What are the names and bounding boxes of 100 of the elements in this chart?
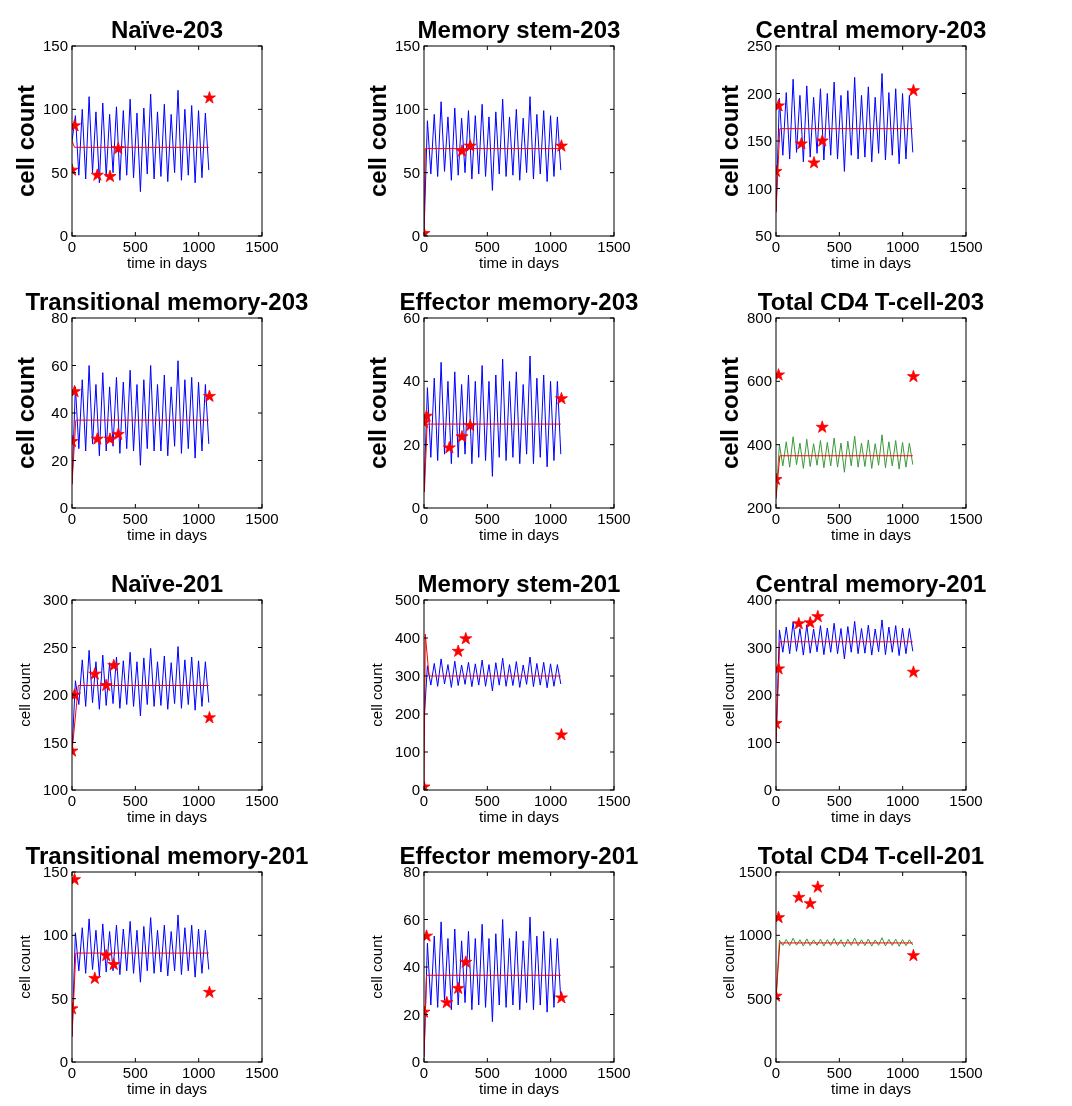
x-tick-label: 1000 [885,238,920,255]
point [203,91,216,104]
point [440,995,454,1009]
point [203,711,216,724]
y-tick-label: 50 [403,163,420,181]
y-tick-label: 600 [746,372,772,390]
point [792,890,806,903]
y-axis-title: cell count [16,662,33,727]
x-tick-label: 1000 [533,238,568,255]
point [103,169,117,182]
point [907,83,920,97]
point [907,665,920,678]
y-tick-label: 150 [42,863,68,880]
x-axis-title: time in days [830,1080,912,1097]
x-axis-title: time in days [830,254,912,271]
x-axis-title: time in days [126,808,208,825]
y-tick-label: 100 [394,743,420,760]
y-axis-title: cell count [716,356,743,470]
y-tick-label: 400 [746,435,772,453]
point [555,139,568,152]
y-tick-label: 80 [403,863,420,880]
point [451,981,465,994]
chart-title: Naïve-201 [110,570,224,597]
y-tick-label: 150 [42,733,68,751]
y-tick-label: 20 [403,435,420,453]
x-tick-label: 1500 [597,238,631,255]
x-tick-label: 1000 [533,792,568,809]
y-tick-label: 300 [394,667,420,684]
x-tick-label: 500 [474,510,500,527]
x-axis-title: time in days [126,1080,208,1097]
y-tick-label: 1000 [738,926,772,944]
point [807,156,821,169]
point [88,667,102,680]
y-tick-label: 40 [403,372,420,390]
x-tick-label: 1000 [181,238,216,255]
point [99,678,113,692]
x-tick-label: 1500 [597,510,631,527]
x-tick-label: 500 [826,1064,852,1081]
x-axis-title: time in days [126,254,208,271]
y-tick-label: 400 [394,629,420,646]
y-axis-title: cell count [368,934,385,999]
y-tick-label: 250 [42,638,68,656]
x-tick-label: 1500 [245,510,279,527]
y-tick-label: 150 [746,132,772,149]
y-axis-title: cell count [12,356,39,470]
point [451,644,465,657]
x-tick-label: 500 [122,792,148,809]
x-axis-title: time in days [830,526,912,543]
x-tick-label: 1500 [245,238,279,255]
point [107,957,121,970]
y-axis-title: cell count [368,662,385,727]
point [803,616,817,629]
x-axis-title: time in days [830,808,912,825]
point [555,991,568,1004]
y-tick-label: 100 [42,926,68,944]
y-tick-label: 0 [411,499,420,516]
y-tick-label: 150 [394,37,420,54]
y-tick-label: 100 [42,100,68,118]
x-tick-label: 1500 [597,792,631,809]
point [455,430,469,443]
y-tick-label: 80 [51,309,68,326]
point [907,369,920,383]
x-tick-label: 1000 [885,1064,920,1081]
y-tick-label: 200 [746,499,772,516]
y-tick-label: 0 [411,227,420,244]
chart-title: Naïve-203 [110,16,224,43]
point [811,880,825,893]
point [111,427,125,440]
y-tick-label: 60 [403,309,420,326]
point [203,985,216,998]
y-tick-label: 300 [42,591,68,608]
x-tick-label: 500 [474,1064,500,1081]
point [907,948,920,962]
y-axis-title: cell count [720,662,737,727]
x-tick-label: 1500 [949,238,983,255]
x-axis-title: time in days [478,1080,560,1097]
y-axis-title: cell count [364,356,391,470]
y-tick-label: 0 [59,227,68,244]
x-tick-label: 1000 [181,1064,216,1081]
y-tick-label: 500 [746,989,772,1007]
y-axis-title: cell count [16,934,33,999]
x-tick-label: 1500 [597,1064,631,1081]
y-tick-label: 200 [42,686,68,703]
y-tick-label: 200 [746,84,772,102]
y-tick-label: 100 [746,179,772,197]
point [442,441,456,454]
x-tick-label: 500 [122,238,148,255]
y-tick-label: 200 [394,705,420,722]
y-tick-label: 0 [59,1053,68,1070]
y-tick-label: 0 [59,499,68,516]
y-tick-label: 40 [403,958,420,975]
y-tick-label: 0 [763,1053,772,1070]
x-axis-title: time in days [478,808,560,825]
point [815,134,829,147]
x-tick-label: 500 [474,792,500,809]
x-tick-label: 1000 [533,510,568,527]
y-tick-label: 0 [411,1053,420,1070]
x-tick-label: 1500 [949,510,983,527]
x-axis-title: time in days [126,526,208,543]
y-tick-label: 60 [403,910,420,928]
